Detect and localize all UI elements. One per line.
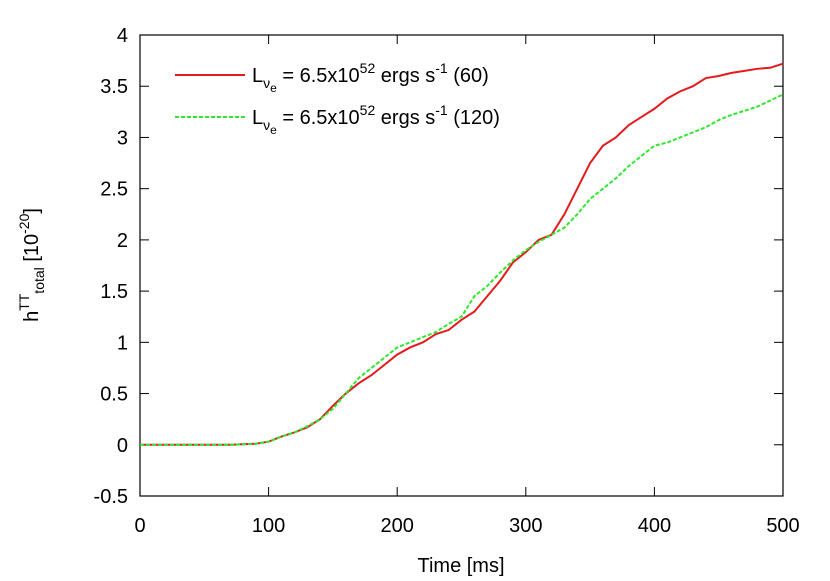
- x-tick-label: 200: [381, 515, 414, 537]
- y-tick-label: 0.5: [100, 384, 128, 406]
- legend-label: Lνe = 6.5x1052 ergs s-1 (60): [252, 60, 489, 95]
- label-part: total: [31, 267, 47, 293]
- x-tick-label: 100: [252, 515, 285, 537]
- series-line: [140, 93, 784, 446]
- label-part: -20: [16, 213, 32, 233]
- label-part: ν: [263, 75, 270, 91]
- x-tick-label: 400: [638, 515, 671, 537]
- label-part: ]: [21, 208, 43, 214]
- y-tick-label: -0.5: [94, 486, 128, 508]
- y-tick-label: 1.5: [100, 281, 128, 303]
- x-tick-label: 500: [766, 515, 799, 537]
- label-part: ν: [263, 117, 270, 133]
- label-part: L: [252, 107, 263, 129]
- y-tick-label: 2: [117, 230, 128, 252]
- label-part: ergs s: [375, 65, 435, 87]
- series-line: [140, 62, 784, 446]
- y-tick-label: 3.5: [100, 76, 128, 98]
- label-part: TT: [16, 293, 32, 311]
- label-part: ergs s: [375, 107, 435, 129]
- y-tick-label: 1: [117, 332, 128, 354]
- y-tick-label: 2.5: [100, 179, 128, 201]
- label-part: (60): [448, 65, 489, 87]
- y-tick-label: 3: [117, 127, 128, 149]
- label-part: = 6.5x10: [277, 107, 360, 129]
- x-tick-label: 0: [134, 515, 145, 537]
- label-part: h: [21, 311, 43, 322]
- y-axis-label: hTTtotal [10-20]: [16, 208, 47, 322]
- label-part: [10: [21, 234, 43, 267]
- legend-label: Lνe = 6.5x1052 ergs s-1 (120): [252, 102, 500, 137]
- x-tick-label: 300: [509, 515, 542, 537]
- label-part: -1: [435, 60, 448, 76]
- label-part: = 6.5x10: [277, 65, 360, 87]
- label-part: L: [252, 65, 263, 87]
- label-part: -1: [435, 102, 448, 118]
- label-part: e: [270, 123, 277, 137]
- label-part: e: [270, 81, 277, 95]
- y-tick-label: 4: [117, 25, 128, 47]
- label-part: 52: [360, 60, 376, 76]
- plot-frame: [139, 34, 784, 497]
- label-part: 52: [360, 102, 376, 118]
- x-axis-label: Time [ms]: [417, 555, 504, 577]
- y-tick-label: 0: [117, 435, 128, 457]
- label-part: (120): [448, 107, 500, 129]
